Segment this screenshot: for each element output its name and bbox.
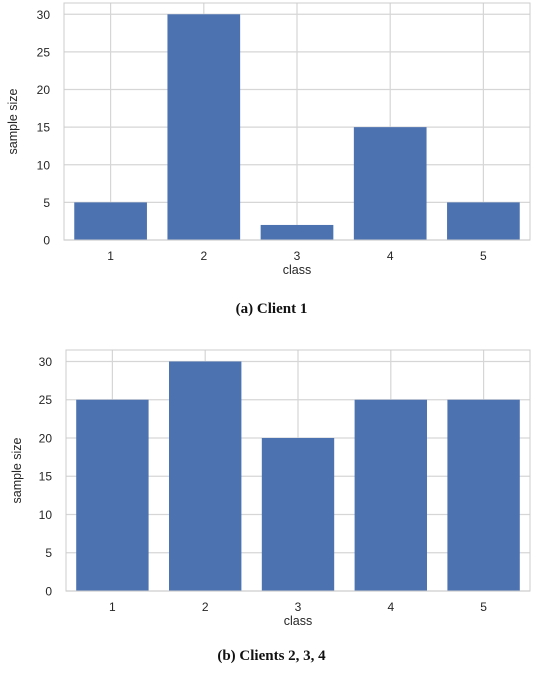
bar-class-5 <box>447 202 520 240</box>
caption-clients-2-3-4: (b) Clients 2, 3, 4 <box>217 648 326 664</box>
x-tick-label: 1 <box>109 600 116 614</box>
bar-class-2 <box>167 14 241 240</box>
plot-frame <box>63 2 531 241</box>
y-tick-label: 30 <box>39 355 53 369</box>
x-tick-label: 2 <box>200 249 207 263</box>
x-axis-label: class <box>283 263 311 277</box>
y-tick-label: 20 <box>37 83 51 97</box>
bar-class-1 <box>74 202 147 240</box>
y-axis-label: sample size <box>10 437 24 503</box>
x-tick-label: 3 <box>294 249 301 263</box>
bar-class-3 <box>261 437 335 591</box>
bar-class-5 <box>447 399 520 591</box>
y-tick-label: 0 <box>43 234 50 248</box>
bar-chart-client-1: 0 5 10 15 20 25 30 1 2 3 4 5 class sample size <box>6 2 531 277</box>
x-tick-label: 1 <box>107 249 114 263</box>
y-tick-label: 25 <box>39 393 53 407</box>
x-tick-label: 5 <box>480 249 487 263</box>
x-tick-label: 5 <box>480 600 487 614</box>
y-tick-label: 15 <box>37 121 51 135</box>
x-tick-label: 4 <box>387 249 394 263</box>
x-axis-label: class <box>284 614 312 628</box>
y-tick-label: 30 <box>37 8 51 22</box>
x-tick-label: 4 <box>387 600 394 614</box>
bar-class-3 <box>260 224 334 240</box>
y-tick-label: 10 <box>37 158 51 172</box>
caption-client-1: (a) Client 1 <box>235 301 308 317</box>
y-tick-label: 5 <box>43 196 50 210</box>
y-tick-label: 0 <box>45 585 52 599</box>
x-tick-label: 3 <box>295 600 302 614</box>
y-tick-label: 5 <box>45 546 52 560</box>
y-tick-label: 15 <box>39 470 53 484</box>
y-tick-label: 25 <box>37 45 51 59</box>
bar-class-4 <box>354 399 427 591</box>
y-tick-label: 20 <box>39 431 53 445</box>
y-tick-label: 10 <box>39 508 53 522</box>
plot-frame <box>65 349 531 592</box>
bar-class-4 <box>353 127 427 240</box>
y-axis-label: sample size <box>6 88 20 154</box>
bar-class-2 <box>169 361 242 591</box>
x-tick-label: 2 <box>202 600 209 614</box>
bar-chart-clients-2-3-4: 0 5 10 15 20 25 30 1 2 3 4 5 class sample size <box>10 349 531 628</box>
bar-class-1 <box>76 399 149 591</box>
